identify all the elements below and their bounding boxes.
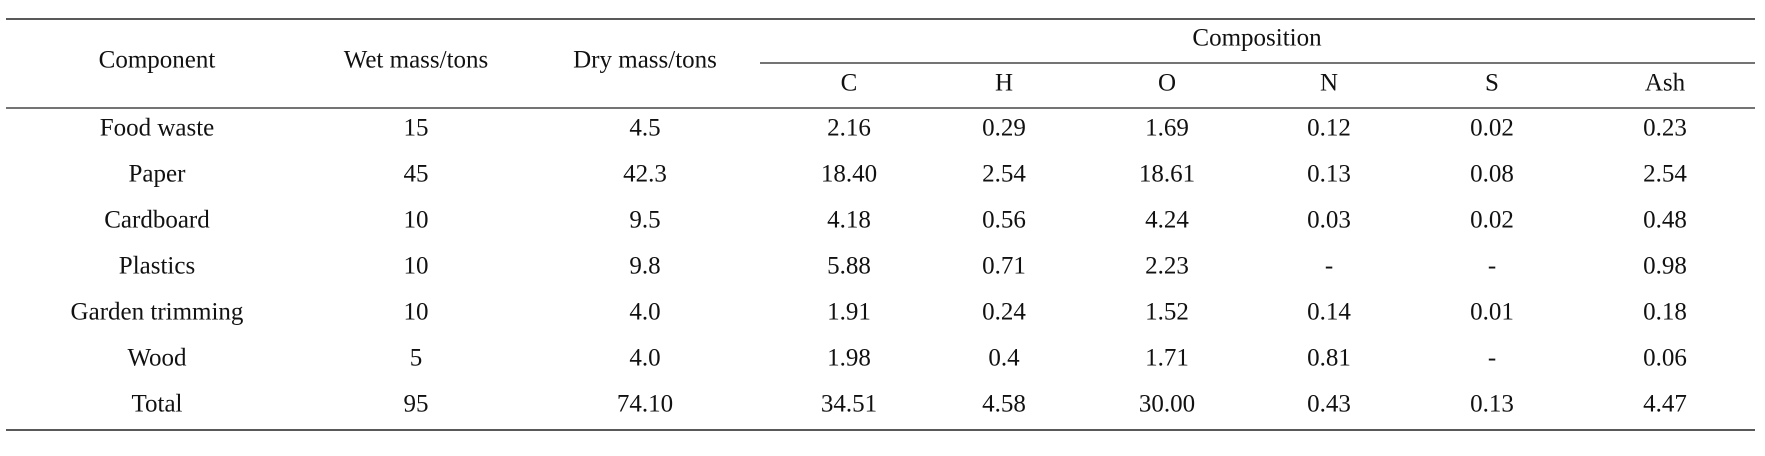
cell: 0.06 (1643, 345, 1687, 372)
cell: 0.18 (1643, 299, 1687, 326)
column-header: Wet mass/tons (344, 47, 489, 74)
cell: 4.18 (827, 207, 871, 234)
cell: 0.24 (982, 299, 1026, 326)
cell: 42.3 (623, 161, 667, 188)
row-label: Paper (129, 161, 187, 188)
cell: 95 (404, 391, 429, 418)
row-label: Garden trimming (71, 299, 244, 326)
cell: 0.23 (1643, 115, 1687, 142)
cell: 0.71 (982, 253, 1026, 280)
cell: 2.16 (827, 115, 871, 142)
cell: 1.98 (827, 345, 871, 372)
cell: 0.48 (1643, 207, 1687, 234)
sub-header: S (1485, 70, 1499, 97)
row-label: Plastics (119, 253, 195, 280)
column-header: Dry mass/tons (573, 47, 717, 74)
cell: 9.5 (629, 207, 660, 234)
sub-header: H (995, 70, 1013, 97)
cell: 0.12 (1307, 115, 1351, 142)
cell: 34.51 (821, 391, 877, 418)
cell: 0.02 (1470, 207, 1514, 234)
cell: 0.01 (1470, 299, 1514, 326)
cell: 10 (404, 207, 429, 234)
cell: 2.54 (1643, 161, 1687, 188)
sub-header: N (1320, 70, 1338, 97)
cell: 30.00 (1139, 391, 1195, 418)
cell: 1.52 (1145, 299, 1189, 326)
cell: 45 (404, 161, 429, 188)
cell: 2.54 (982, 161, 1026, 188)
cell: 4.0 (629, 299, 660, 326)
cell: 0.13 (1307, 161, 1351, 188)
row-label: Wood (127, 345, 187, 372)
cell: 1.91 (827, 299, 871, 326)
cell: 1.71 (1145, 345, 1189, 372)
cell: 5 (410, 345, 423, 372)
cell: 0.14 (1307, 299, 1351, 326)
cell: - (1325, 253, 1333, 280)
sub-header: C (841, 70, 858, 97)
row-label: Total (131, 391, 182, 418)
column-header: Component (99, 47, 216, 74)
cell: 4.47 (1643, 391, 1687, 418)
cell: - (1488, 253, 1496, 280)
cell: 0.56 (982, 207, 1026, 234)
sub-header: Ash (1645, 70, 1686, 97)
cell: 4.0 (629, 345, 660, 372)
cell: 0.98 (1643, 253, 1687, 280)
cell: 4.58 (982, 391, 1026, 418)
cell: 0.02 (1470, 115, 1514, 142)
cell: - (1488, 345, 1496, 372)
cell: 2.23 (1145, 253, 1189, 280)
cell: 0.08 (1470, 161, 1514, 188)
cell: 1.69 (1145, 115, 1189, 142)
cell: 4.24 (1145, 207, 1189, 234)
cell: 0.29 (982, 115, 1026, 142)
cell: 0.81 (1307, 345, 1351, 372)
row-label: Food waste (100, 115, 215, 142)
cell: 0.4 (988, 345, 1020, 372)
cell: 9.8 (629, 253, 660, 280)
group-header: Composition (1192, 25, 1322, 52)
cell: 18.40 (821, 161, 877, 188)
cell: 4.5 (629, 115, 660, 142)
cell: 74.10 (617, 391, 673, 418)
cell: 0.03 (1307, 207, 1351, 234)
cell: 18.61 (1139, 161, 1195, 188)
cell: 5.88 (827, 253, 871, 280)
cell: 0.13 (1470, 391, 1514, 418)
sub-header: O (1158, 70, 1176, 97)
cell: 10 (404, 299, 429, 326)
row-label: Cardboard (104, 207, 210, 234)
cell: 15 (404, 115, 429, 142)
cell: 0.43 (1307, 391, 1351, 418)
cell: 10 (404, 253, 429, 280)
